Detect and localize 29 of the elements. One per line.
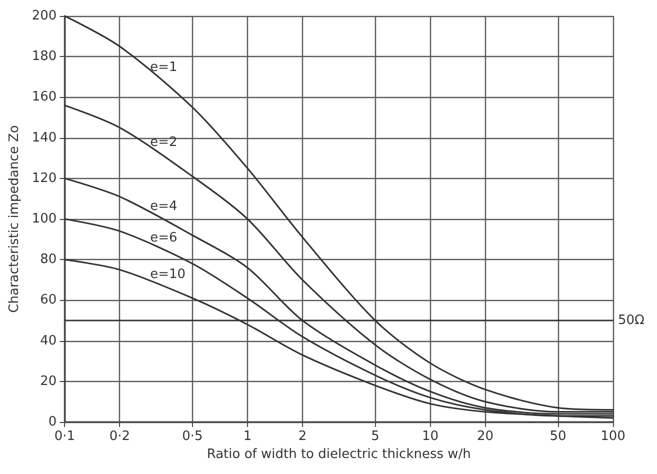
x-tick-label: 10 (422, 429, 439, 444)
x-tick-label: 0·5 (182, 429, 203, 444)
y-tick-label: 200 (32, 8, 57, 24)
y-tick-label: 40 (40, 333, 57, 348)
y-tick-label: 20 (40, 374, 57, 389)
y-tick-label: 0 (48, 414, 57, 430)
y-tick-label: 80 (40, 252, 57, 268)
series-label: e=6 (150, 230, 178, 246)
x-tick-label: 1 (243, 429, 252, 444)
series-label: e=2 (150, 135, 178, 150)
y-tick-label: 60 (40, 292, 57, 308)
y-tick-label: 140 (32, 130, 57, 146)
ref-line-label: 50Ω (618, 313, 645, 328)
y-tick-label: 180 (32, 49, 57, 64)
series-label: e=4 (150, 198, 178, 214)
series-label: e=1 (150, 60, 178, 75)
x-tick-label: 0·2 (109, 429, 130, 444)
y-axis-title: Characteristic impedance Zo (7, 125, 22, 313)
x-tick-label: 2 (298, 429, 307, 444)
y-tick-label: 160 (32, 90, 57, 105)
series-label: e=10 (150, 266, 186, 282)
x-axis-title: Ratio of width to dielectric thickness w/h (206, 447, 471, 462)
x-tick-label: 100 (600, 429, 626, 444)
x-tick-label: 20 (476, 429, 494, 444)
x-tick-label: 50 (550, 429, 566, 444)
x-tick-label: 0·1 (54, 429, 76, 444)
y-tick-label: 100 (32, 212, 57, 226)
x-tick-label: 5 (371, 429, 380, 444)
y-tick-label: 120 (32, 170, 57, 186)
